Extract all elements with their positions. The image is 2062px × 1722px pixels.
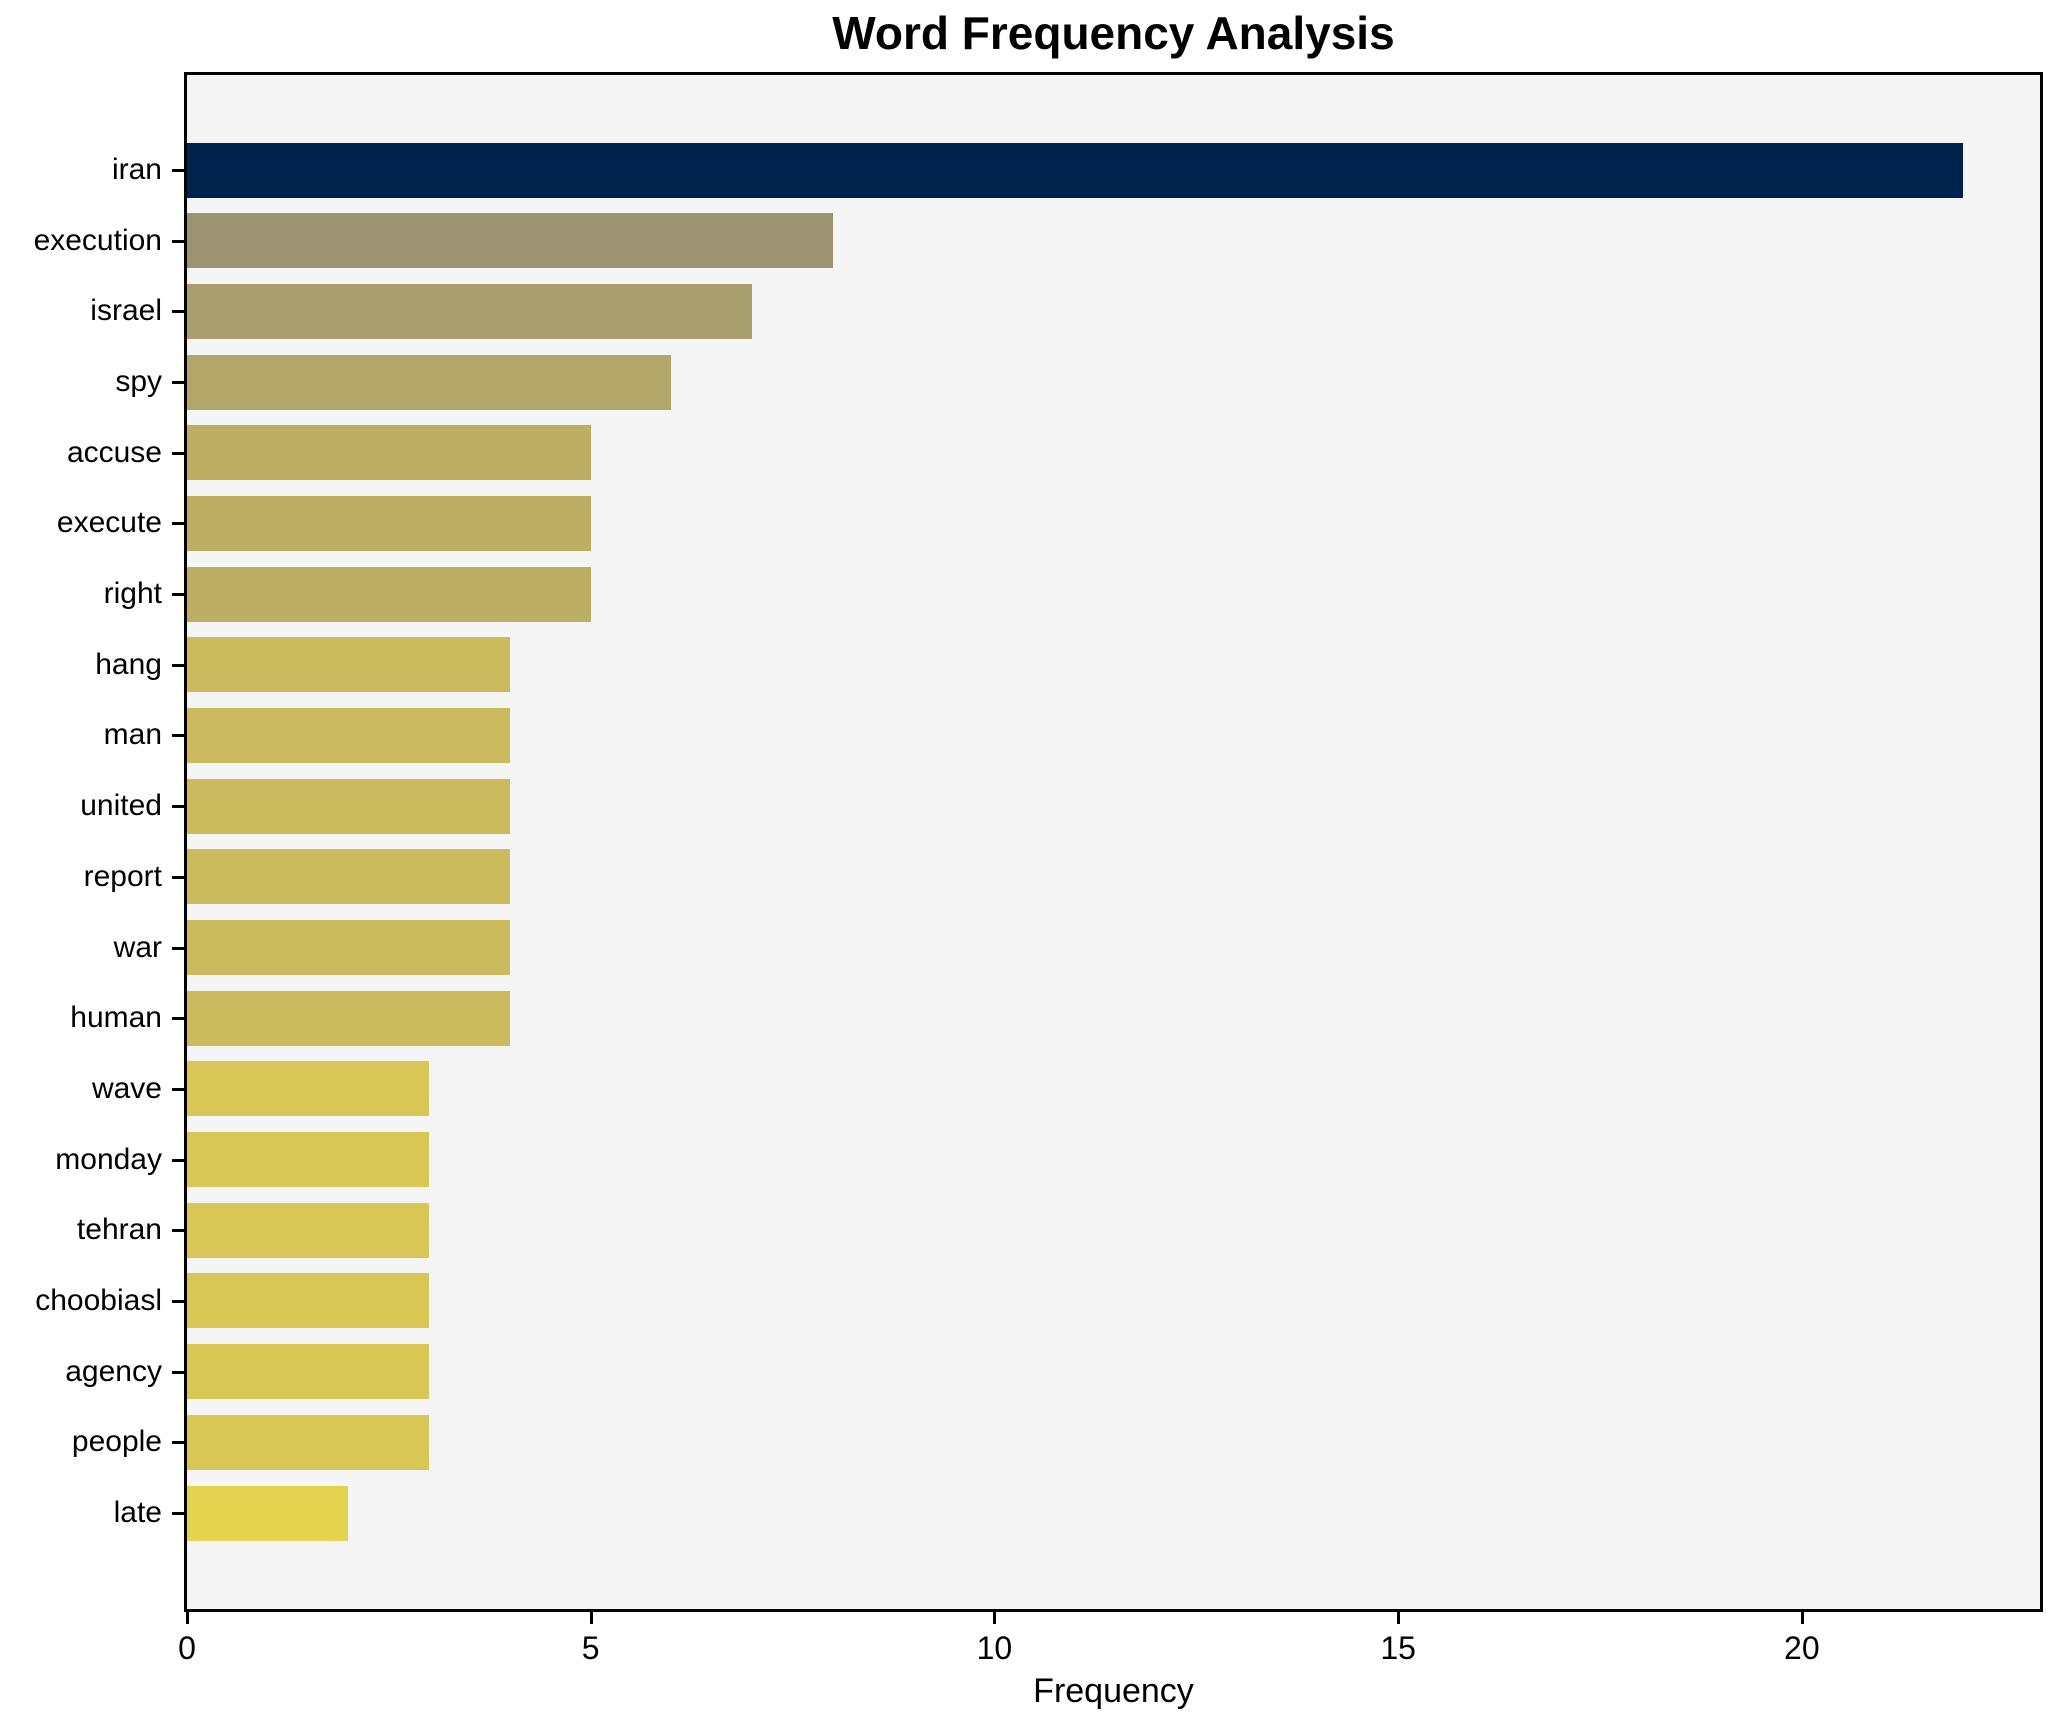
y-tick-label-spy: spy (115, 365, 162, 399)
bar-hang (187, 637, 510, 693)
y-tick-mark (172, 805, 184, 809)
x-tick-label-20: 20 (1784, 1630, 1820, 1666)
x-tick-mark (1800, 1612, 1804, 1624)
y-tick-mark (172, 1370, 184, 1374)
bar-people (187, 1414, 430, 1470)
y-tick-mark (172, 593, 184, 597)
bar-israel (187, 283, 753, 339)
y-tick-mark (172, 1299, 184, 1303)
x-tick-mark (993, 1612, 997, 1624)
bar-war (187, 920, 510, 976)
x-axis-label: Frequency (1033, 1672, 1194, 1710)
y-tick-mark (172, 946, 184, 950)
y-tick-label-right: right (103, 577, 162, 611)
x-tick-mark (589, 1612, 593, 1624)
y-tick-label-execution: execution (33, 223, 162, 257)
y-tick-mark (172, 451, 184, 455)
y-tick-mark (172, 1158, 184, 1162)
x-tick-label-0: 0 (178, 1630, 196, 1666)
bar-agency (187, 1344, 430, 1400)
y-tick-mark (172, 522, 184, 526)
x-tick-mark (186, 1612, 189, 1624)
y-tick-label-people: people (71, 1425, 162, 1459)
bar-execute (187, 495, 591, 551)
y-tick-label-accuse: accuse (66, 435, 162, 469)
y-tick-label-late: late (113, 1496, 162, 1529)
y-tick-label-choobiasl: choobiasl (35, 1283, 162, 1317)
bar-human (187, 990, 510, 1046)
x-tick-label-15: 15 (1380, 1630, 1416, 1666)
x-tick-label-5: 5 (581, 1630, 600, 1666)
bar-accuse (187, 425, 591, 481)
x-tick-mark (1397, 1612, 1401, 1624)
y-tick-mark (172, 1087, 184, 1091)
bar-report (187, 849, 510, 905)
bar-man (187, 707, 510, 763)
y-tick-mark (172, 734, 184, 738)
y-tick-mark (172, 875, 184, 879)
y-tick-mark (172, 1229, 184, 1233)
y-tick-label-execute: execute (56, 506, 162, 540)
bar-execution (187, 213, 833, 269)
y-tick-mark (172, 239, 184, 243)
y-tick-mark (172, 1441, 184, 1445)
y-tick-label-war: war (113, 930, 162, 964)
y-tick-mark (172, 1017, 184, 1021)
y-tick-label-man: man (103, 718, 162, 752)
y-tick-label-iran: iran (111, 153, 162, 186)
bar-wave (187, 1061, 430, 1117)
chart-title: Word Frequency Analysis (832, 7, 1395, 59)
bar-iran (187, 142, 1964, 198)
bar-monday (187, 1132, 430, 1188)
y-tick-label-tehran: tehran (76, 1213, 162, 1247)
bar-late (187, 1485, 349, 1541)
y-tick-mark (172, 663, 184, 667)
y-tick-label-human: human (70, 1001, 162, 1035)
y-tick-label-united: united (80, 789, 162, 823)
y-tick-label-hang: hang (95, 647, 162, 681)
y-tick-mark (172, 310, 184, 314)
y-tick-mark (172, 1512, 184, 1515)
y-tick-label-israel: israel (90, 294, 162, 328)
y-tick-mark (172, 381, 184, 385)
y-tick-label-wave: wave (91, 1071, 162, 1105)
y-tick-label-monday: monday (55, 1142, 162, 1176)
y-tick-label-agency: agency (65, 1354, 162, 1388)
bar-spy (187, 354, 672, 410)
bar-united (187, 778, 510, 834)
bar-choobiasl (187, 1273, 430, 1329)
bar-tehran (187, 1202, 430, 1258)
y-tick-label-report: report (83, 859, 162, 893)
y-tick-mark (172, 169, 184, 172)
x-tick-label-10: 10 (976, 1630, 1013, 1666)
plot-area (184, 72, 2043, 1612)
bar-right (187, 566, 591, 622)
